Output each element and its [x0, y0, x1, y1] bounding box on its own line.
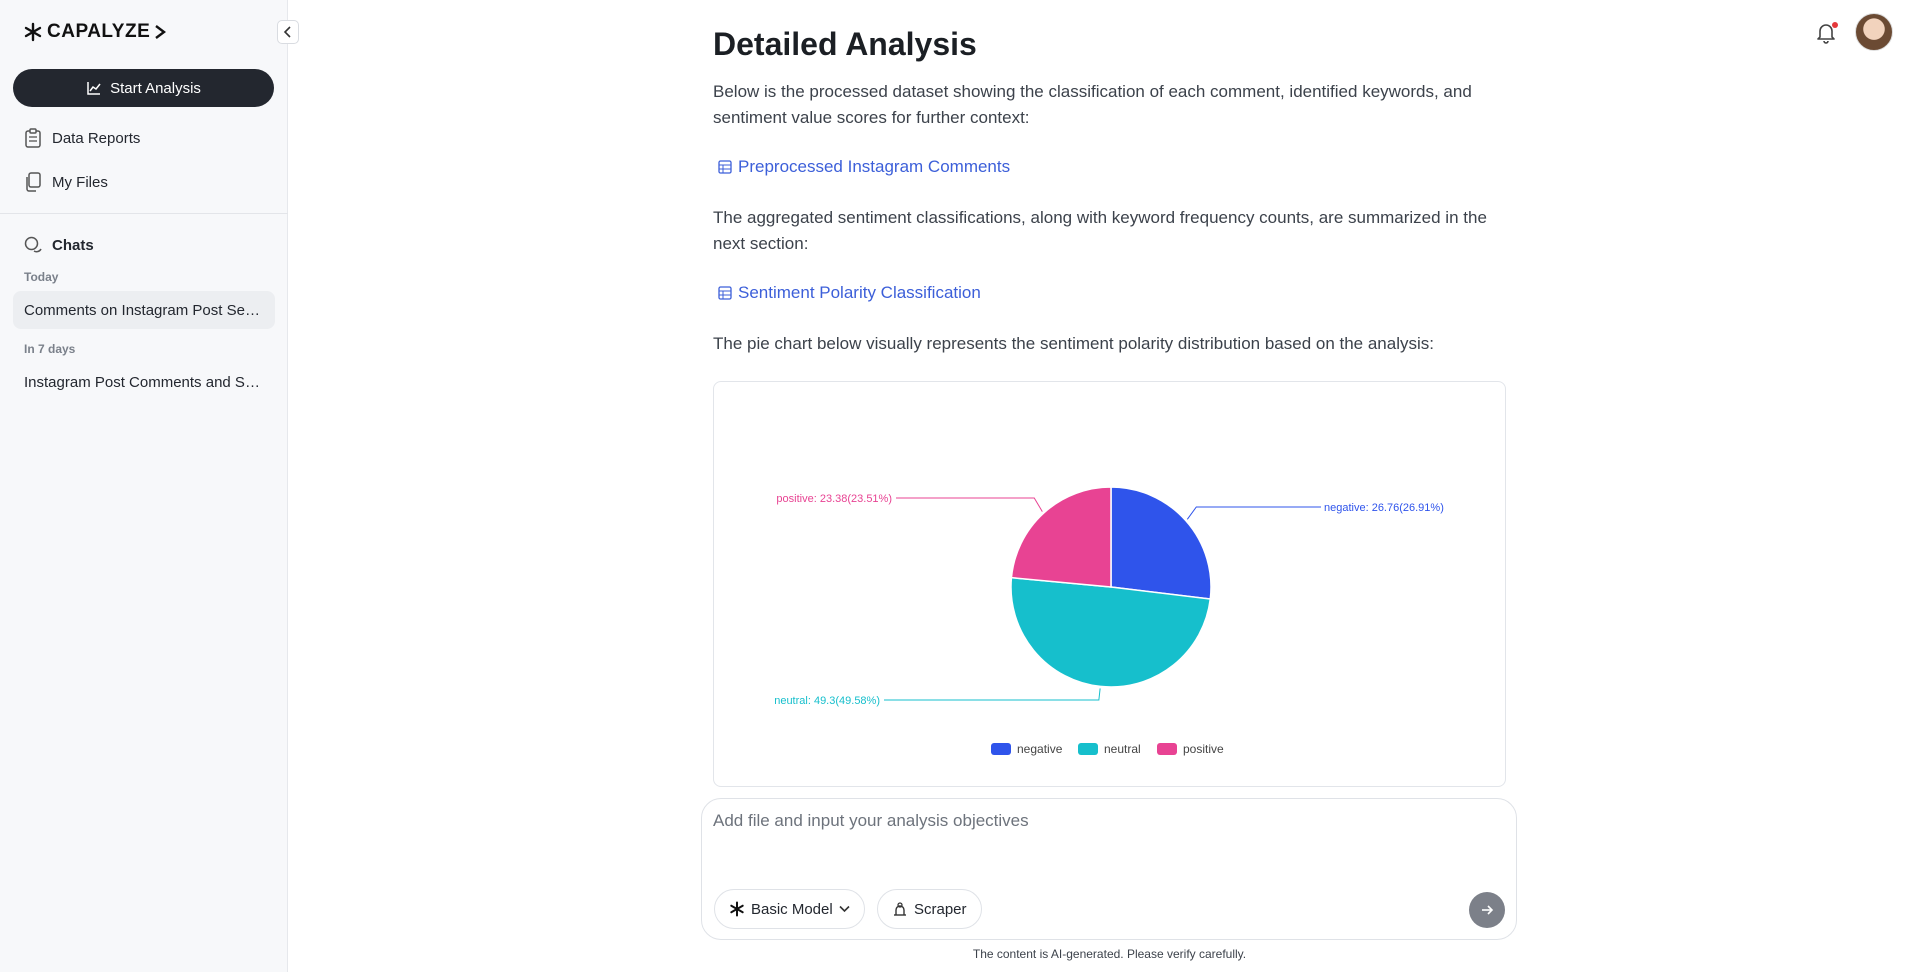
- logo-text: CAPALYZE: [47, 21, 151, 42]
- dataset-link-label: Preprocessed Instagram Comments: [738, 157, 1011, 176]
- chats-label: Chats: [52, 236, 94, 254]
- chevron-right-logo-icon: [155, 25, 167, 39]
- table-icon: [718, 286, 732, 300]
- pie-leader-line-neutral: [884, 688, 1101, 701]
- scraper-label: Scraper: [914, 900, 967, 918]
- legend-swatch-negative: [991, 743, 1011, 755]
- pie-chart: negative: 26.76(26.91%) neutral: 49.3(49.…: [774, 486, 1444, 756]
- avatar[interactable]: [1855, 13, 1893, 51]
- group-label-7-days: In 7 days: [24, 342, 76, 356]
- model-select-label: Basic Model: [751, 900, 833, 918]
- dataset-link-preprocessed[interactable]: Preprocessed Instagram Comments: [718, 157, 1010, 177]
- send-button[interactable]: [1469, 892, 1505, 928]
- collapse-sidebar-button[interactable]: [277, 20, 299, 44]
- pie-label-positive: positive: 23.38(23.51%): [776, 493, 892, 505]
- pie-slice-negative[interactable]: [1110, 486, 1212, 600]
- logo[interactable]: CAPALYZE: [23, 20, 167, 44]
- summary-paragraph: The aggregated sentiment classifications…: [713, 208, 1487, 253]
- nav-data-reports-label: Data Reports: [52, 129, 141, 147]
- nav-data-reports[interactable]: Data Reports: [24, 128, 140, 148]
- chat-bubbles-icon: [24, 236, 42, 253]
- nav-my-files-label: My Files: [52, 173, 108, 191]
- pie-slice-positive[interactable]: [1010, 486, 1112, 588]
- dataset-link-sentiment[interactable]: Sentiment Polarity Classification: [718, 283, 981, 303]
- pie-chart-card: negative: 26.76(26.91%) neutral: 49.3(49.…: [713, 381, 1506, 787]
- legend-swatch-positive: [1157, 743, 1177, 755]
- model-select[interactable]: Basic Model: [714, 889, 865, 929]
- sidebar-divider: [0, 213, 288, 214]
- chat-item-title: Instagram Post Comments and Sentiment: [24, 373, 264, 391]
- scraper-button[interactable]: Scraper: [877, 889, 982, 929]
- chevron-left-icon: [283, 26, 291, 38]
- chat-item[interactable]: Instagram Post Comments and Sentiment: [13, 363, 275, 401]
- start-analysis-label: Start Analysis: [110, 79, 201, 97]
- line-chart-icon: [87, 82, 101, 95]
- scraper-icon: [894, 902, 906, 916]
- pie-leader-line-negative: [1186, 506, 1321, 520]
- asterisk-icon: [730, 901, 744, 917]
- notification-dot: [1832, 22, 1838, 28]
- pie-leader-line-positive: [896, 497, 1043, 512]
- files-icon: [26, 172, 41, 192]
- composer-input[interactable]: Add file and input your analysis objecti…: [713, 811, 1029, 830]
- chat-item[interactable]: Comments on Instagram Post Sentiment Ana…: [13, 291, 275, 329]
- chevron-down-icon: [839, 905, 850, 913]
- bell-icon[interactable]: [1815, 20, 1837, 44]
- legend-label-negative: negative: [1017, 742, 1063, 756]
- legend-label-neutral: neutral: [1104, 742, 1141, 756]
- page-title: Detailed Analysis: [713, 26, 977, 62]
- legend-item-negative[interactable]: negative: [991, 742, 1063, 756]
- dataset-link-label: Sentiment Polarity Classification: [738, 283, 981, 302]
- nav-my-files[interactable]: My Files: [24, 172, 108, 192]
- ai-disclaimer: The content is AI-generated. Please veri…: [972, 947, 1247, 961]
- intro-paragraph: Below is the processed dataset showing t…: [713, 82, 1472, 127]
- pie-label-negative: negative: 26.76(26.91%): [1324, 502, 1444, 514]
- legend-item-positive[interactable]: positive: [1157, 742, 1224, 756]
- sidebar: CAPALYZE Start Analysis Data Reports My …: [0, 0, 288, 972]
- pie-label-neutral: neutral: 49.3(49.58%): [774, 695, 880, 707]
- pie-slice-neutral[interactable]: [1010, 576, 1212, 688]
- group-label-today: Today: [24, 270, 59, 284]
- chat-item-title: Comments on Instagram Post Sentiment Ana…: [24, 301, 264, 319]
- legend-swatch-neutral: [1078, 743, 1098, 755]
- table-icon: [718, 160, 732, 174]
- chats-header: Chats: [24, 236, 94, 254]
- legend-item-neutral[interactable]: neutral: [1078, 742, 1141, 756]
- legend-label-positive: positive: [1183, 742, 1224, 756]
- arrow-right-icon: [1482, 905, 1494, 915]
- start-analysis-button[interactable]: Start Analysis: [13, 69, 274, 107]
- clipboard-icon: [25, 128, 41, 148]
- asterisk-logo-icon: [24, 22, 42, 42]
- chart-intro-paragraph: The pie chart below visually represents …: [713, 334, 1434, 353]
